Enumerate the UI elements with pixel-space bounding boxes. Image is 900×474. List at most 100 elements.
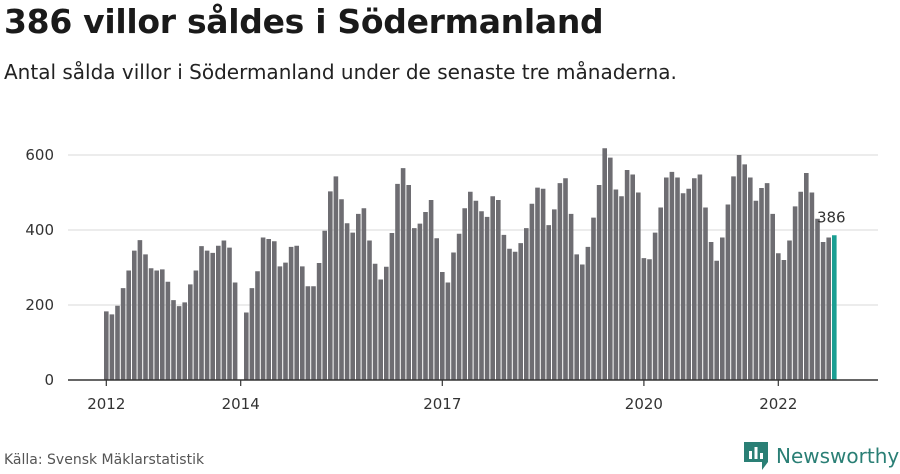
bar — [809, 192, 815, 380]
bar — [288, 246, 294, 381]
bar — [787, 240, 792, 380]
bar — [204, 250, 210, 381]
bar — [686, 188, 691, 380]
newsworthy-logo-icon — [744, 442, 768, 470]
bar — [552, 209, 557, 381]
bar — [770, 213, 775, 381]
bar — [193, 270, 199, 380]
bar — [608, 157, 613, 381]
bar — [804, 173, 809, 380]
bar — [512, 251, 518, 380]
bar — [731, 176, 736, 381]
bar — [137, 240, 143, 381]
bar — [132, 250, 137, 381]
bar — [109, 314, 115, 381]
y-axis-labels: 0 200 400 600 — [25, 146, 54, 389]
x-tick-label: 2022 — [759, 395, 797, 413]
bar — [451, 252, 456, 380]
bar — [720, 237, 725, 380]
bar — [479, 211, 484, 380]
bar — [260, 237, 266, 380]
bar — [423, 212, 428, 380]
bar — [736, 155, 742, 380]
x-tick-label: 2020 — [625, 395, 663, 413]
bar — [630, 174, 635, 380]
bar — [507, 248, 512, 380]
chart-subtitle: Antal sålda villor i Södermanland under … — [4, 60, 677, 84]
bar — [115, 305, 120, 380]
bar — [697, 174, 703, 380]
bar — [389, 233, 395, 380]
bar — [199, 246, 204, 381]
bar — [120, 288, 126, 381]
bar — [294, 245, 299, 380]
bar — [764, 183, 770, 381]
bar — [468, 191, 473, 380]
bar — [708, 242, 714, 380]
bar — [776, 253, 781, 380]
bar — [417, 223, 423, 381]
bar — [535, 187, 540, 381]
x-tick-label: 2014 — [222, 395, 260, 413]
bar — [703, 207, 708, 380]
bar — [400, 168, 406, 381]
bar — [333, 176, 339, 381]
bar — [216, 245, 221, 380]
bar — [675, 177, 680, 380]
brand-logo-link[interactable]: Newsworthy — [744, 442, 899, 470]
bar — [255, 271, 260, 380]
bar — [188, 284, 193, 381]
bar — [820, 242, 826, 380]
bar — [283, 262, 288, 381]
brand-name: Newsworthy — [776, 444, 900, 468]
bar — [664, 177, 669, 380]
bar — [753, 200, 759, 380]
bar — [305, 286, 311, 380]
bar — [445, 282, 451, 380]
bar — [714, 260, 719, 380]
bar — [524, 228, 529, 381]
bar — [815, 218, 820, 380]
bar — [602, 148, 607, 380]
bar — [473, 200, 479, 380]
bar — [272, 241, 277, 380]
bar — [759, 188, 764, 380]
y-tick-label: 200 — [25, 296, 54, 314]
bar — [742, 164, 747, 381]
bar — [356, 213, 361, 381]
bar — [395, 183, 400, 381]
bar — [232, 282, 238, 380]
bar — [104, 311, 109, 381]
y-tick-label: 400 — [25, 221, 54, 239]
bar — [658, 207, 663, 380]
bar — [249, 288, 255, 381]
bar — [568, 213, 574, 381]
bar — [798, 191, 803, 380]
bar — [344, 223, 350, 380]
bar — [613, 189, 619, 380]
bar — [529, 203, 535, 380]
x-tick-label: 2012 — [87, 395, 125, 413]
bar — [221, 240, 227, 380]
bar — [563, 178, 568, 380]
bar — [428, 200, 434, 380]
bar — [792, 206, 798, 381]
bar — [277, 266, 283, 381]
bar — [434, 238, 439, 380]
latest-bar — [832, 235, 837, 380]
bar — [540, 188, 546, 380]
bar — [669, 171, 675, 381]
bar — [546, 225, 551, 381]
bar — [456, 233, 462, 380]
bar — [596, 185, 602, 380]
bar-chart: 0 200 400 600 2012 2014 2017 2020 2022 386 — [25, 146, 878, 413]
bar — [372, 263, 378, 380]
bar — [165, 281, 171, 380]
bar — [322, 230, 327, 380]
bar — [636, 192, 641, 380]
bar — [300, 266, 305, 381]
bar — [826, 237, 831, 380]
bar — [440, 272, 445, 380]
bar — [244, 312, 249, 380]
bar — [496, 200, 501, 380]
